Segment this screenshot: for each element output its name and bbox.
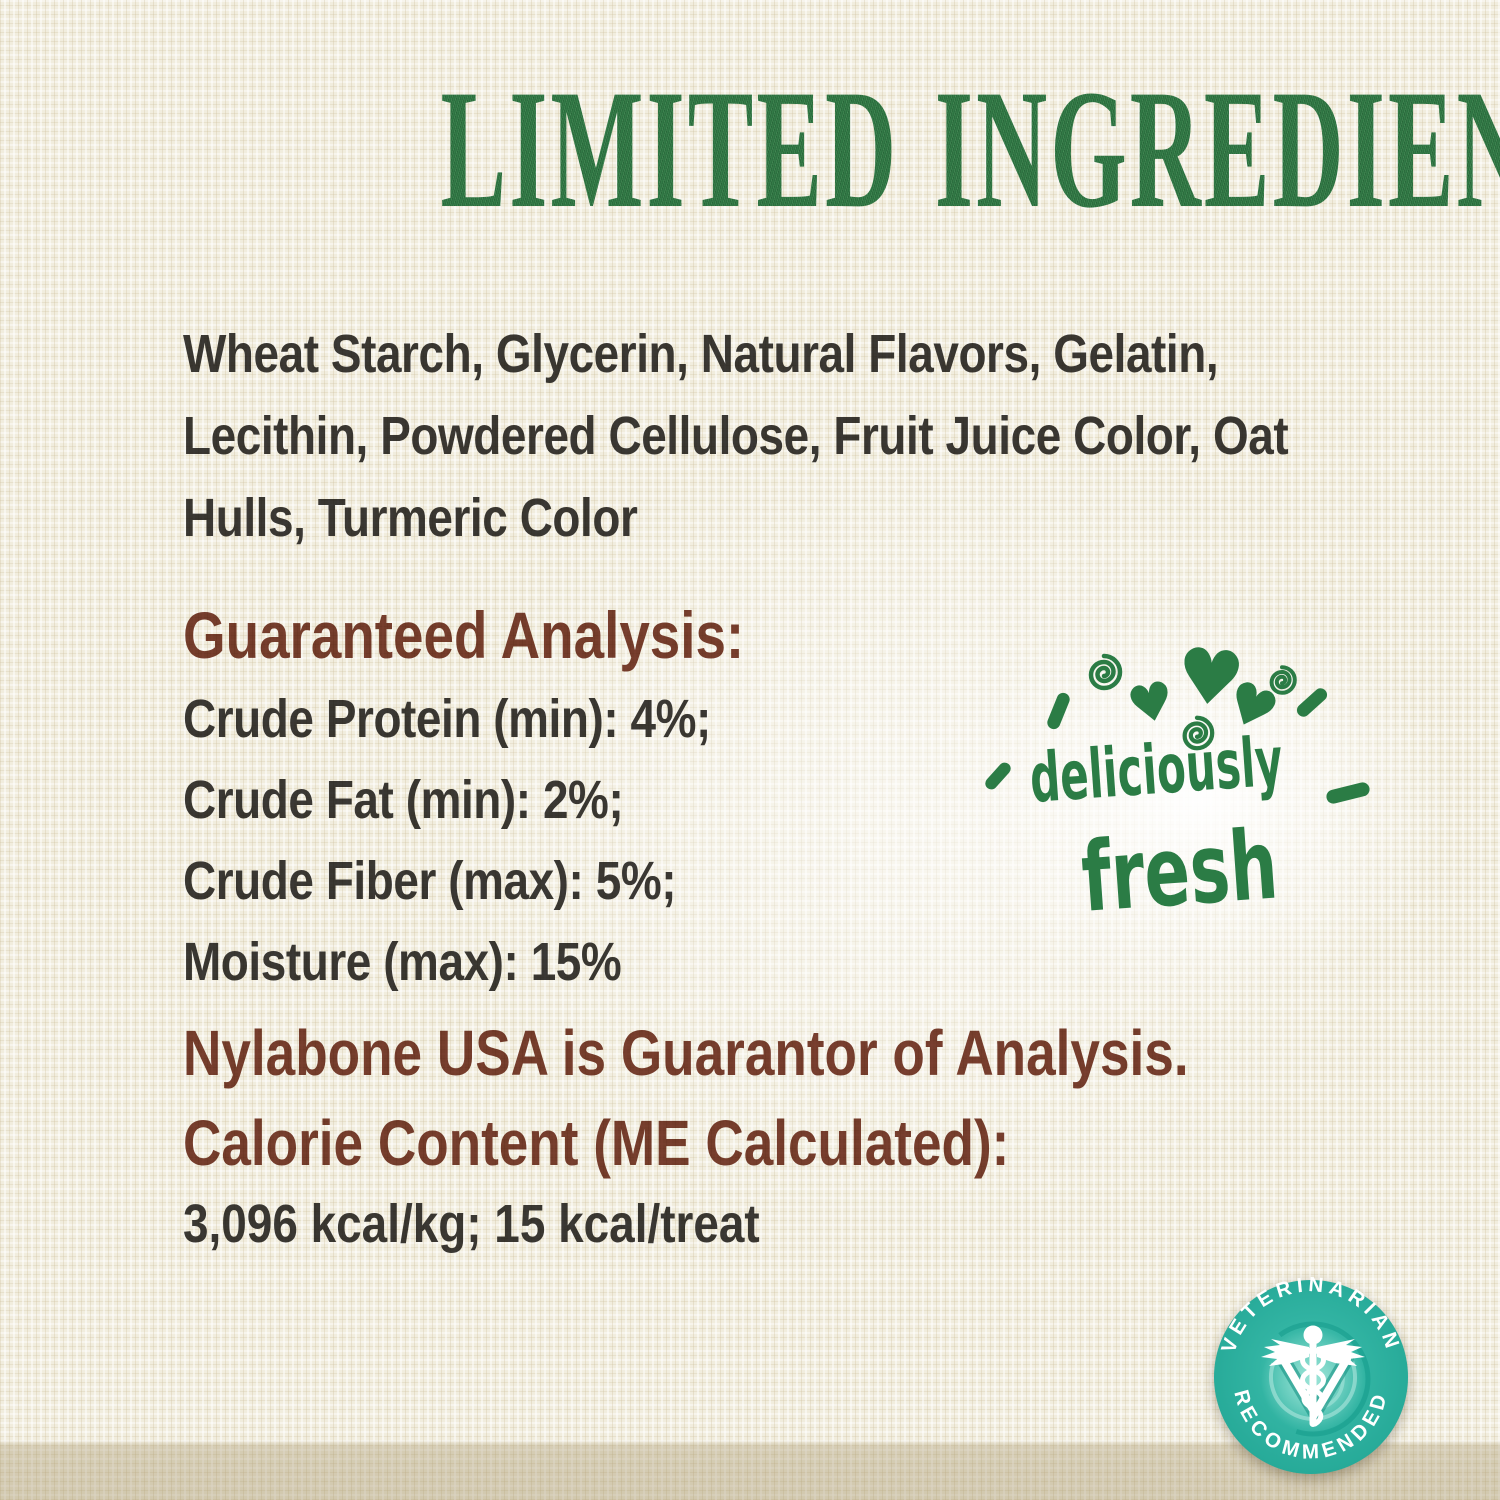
dash-icon (1324, 780, 1372, 806)
guarantor-statement: Nylabone USA is Guarantor of Analysis. (183, 1017, 1189, 1089)
headline: LIMITED INGREDIENTS (0, 64, 1500, 234)
analysis-row: Moisture (max): 15% (183, 932, 622, 992)
tick-icon (982, 760, 1014, 792)
fresh-logo-word1: deliciously (1027, 722, 1286, 819)
analysis-row: Crude Fat (min): 2%; (183, 770, 624, 830)
swirl-icon (1269, 665, 1297, 695)
heart-icon: ♥ (1122, 669, 1181, 739)
caduceus-icon (1261, 1325, 1365, 1427)
calorie-content-heading: Calorie Content (ME Calculated): (183, 1107, 1010, 1179)
analysis-row: Crude Fiber (max): 5%; (183, 851, 677, 911)
analysis-row: Crude Protein (min): 4%; (183, 689, 711, 749)
calorie-content-values: 3,096 kcal/kg; 15 kcal/treat (183, 1194, 760, 1254)
ingredients-line: Wheat Starch, Glycerin, Natural Flavors,… (183, 324, 1219, 384)
deliciously-fresh-logo: ♥ ♥ ♥ deliciously fresh (980, 630, 1400, 950)
dash-icon (1045, 690, 1072, 732)
headline-text: LIMITED INGREDIENTS (440, 64, 1500, 234)
ingredients-line: Lecithin, Powdered Cellulose, Fruit Juic… (183, 406, 1289, 466)
ingredients-list: Wheat Starch, Glycerin, Natural Flavors,… (183, 313, 1289, 559)
swirl-icon (1088, 653, 1123, 691)
veterinarian-recommended-badge: VETERINARIAN RECOMMENDED (1214, 1277, 1408, 1474)
fresh-logo-word2: fresh (1078, 808, 1282, 934)
ingredients-line: Hulls, Turmeric Color (183, 488, 638, 548)
guaranteed-analysis-rows: Crude Protein (min): 4%; Crude Fat (min)… (183, 679, 711, 1003)
dash-icon (1294, 685, 1330, 720)
guaranteed-analysis-heading: Guaranteed Analysis: (183, 598, 745, 672)
swirl-icon (1182, 715, 1215, 751)
